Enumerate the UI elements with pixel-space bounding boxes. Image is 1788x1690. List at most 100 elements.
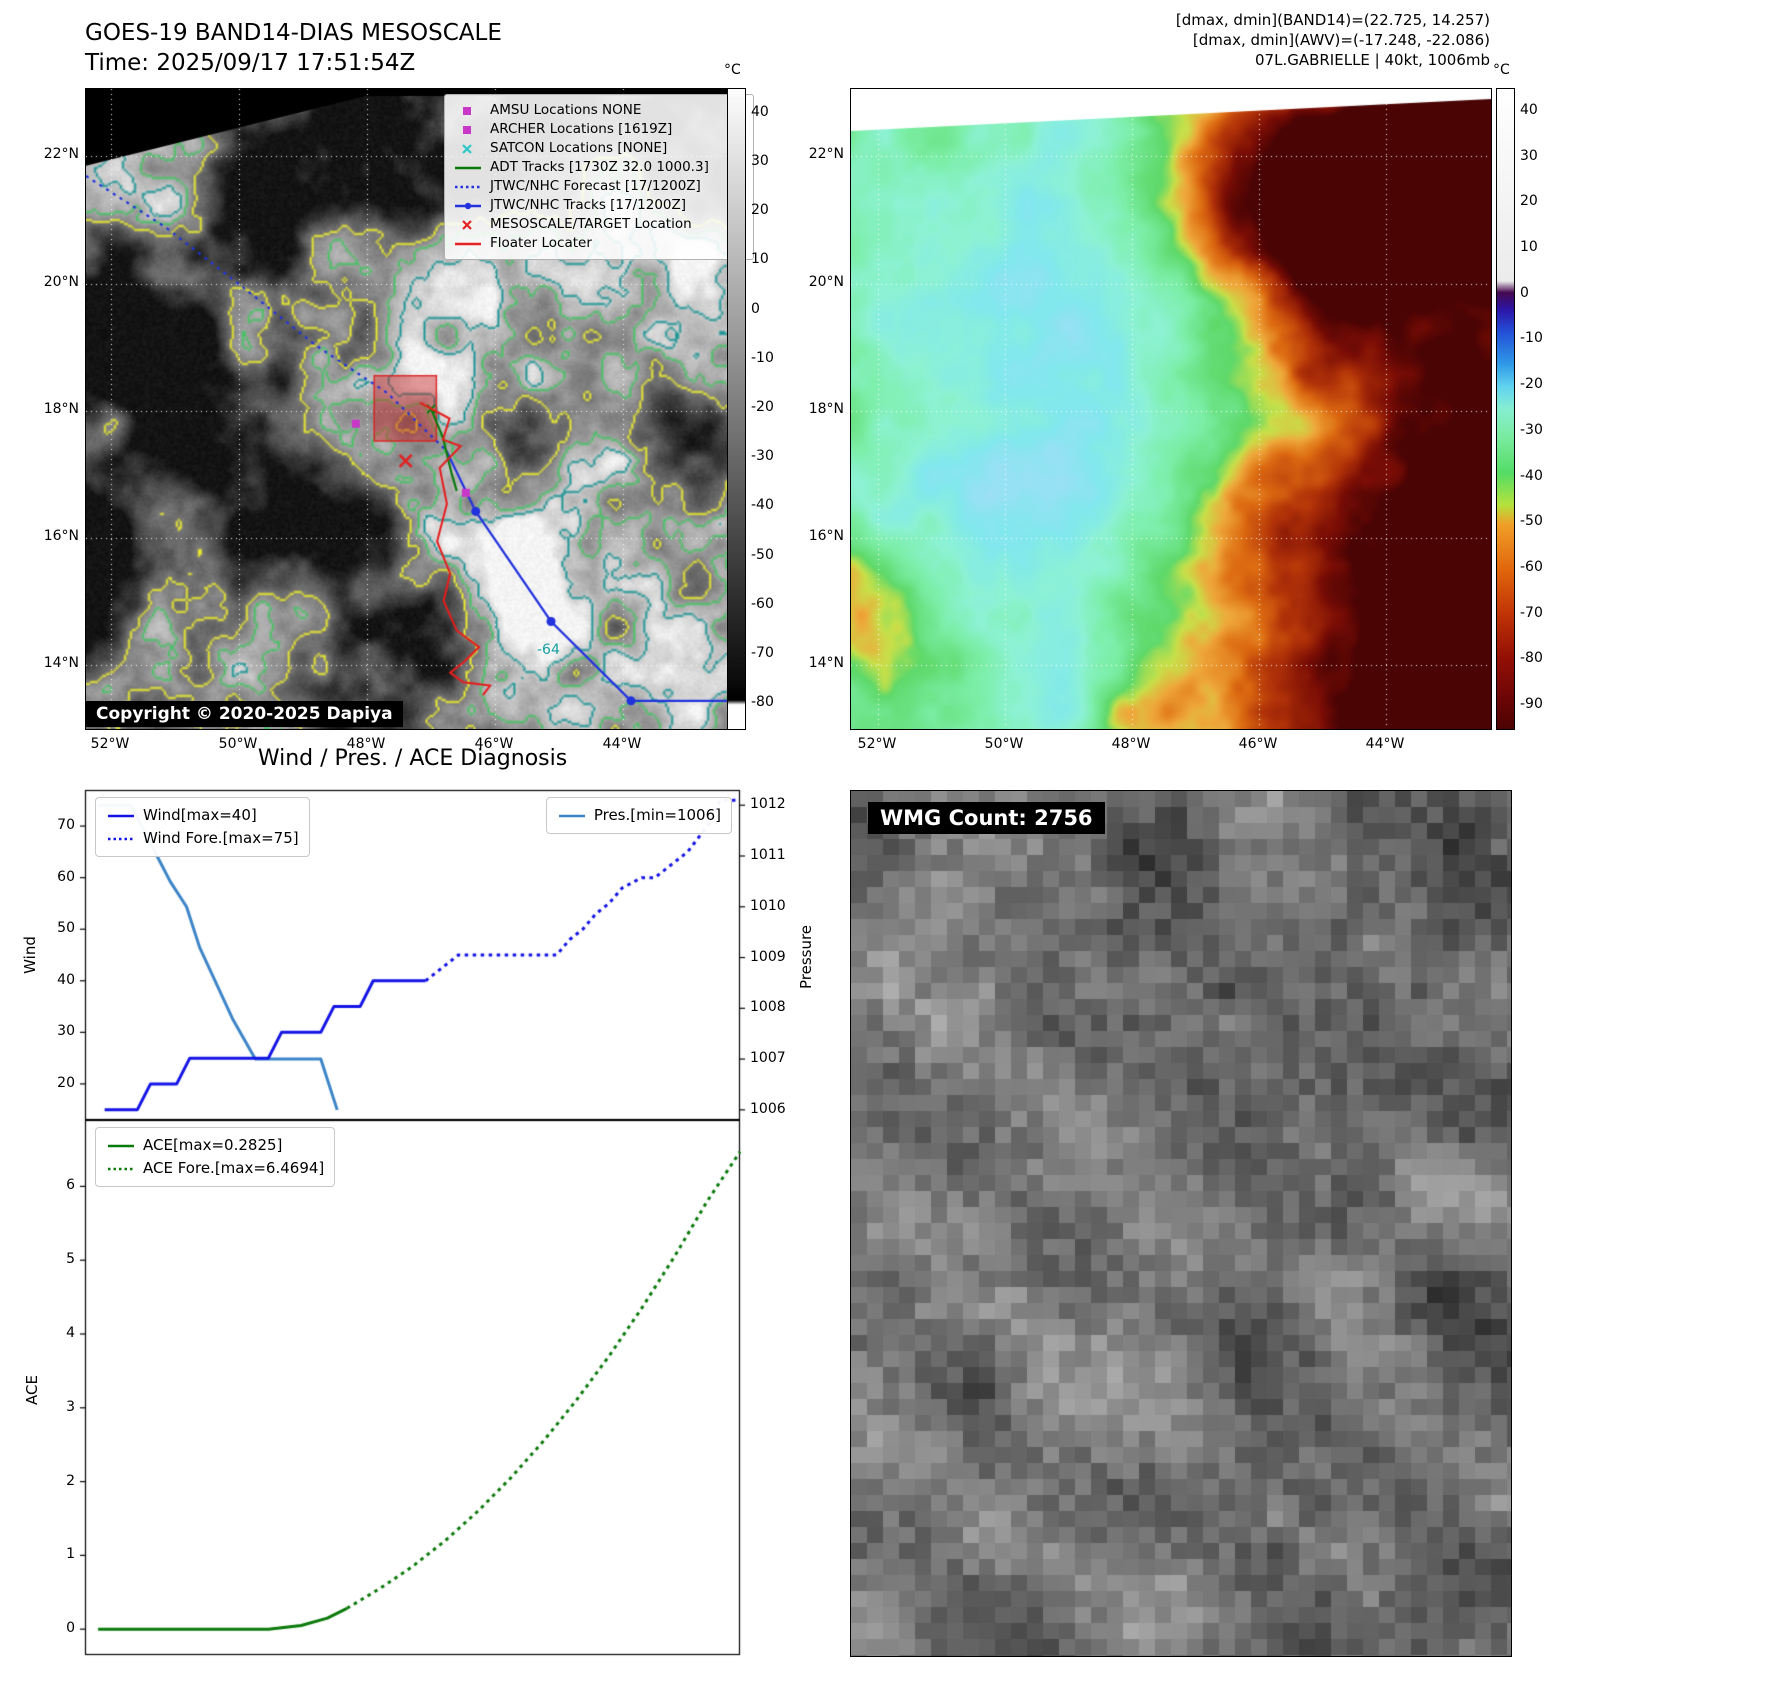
contour-value-label: -64 <box>537 642 560 658</box>
legend-label: Floater Locater <box>490 235 592 251</box>
colorbar-tick: -60 <box>751 595 774 612</box>
longitude-tick: 48°W <box>1111 736 1151 752</box>
ace-tick: 2 <box>66 1472 75 1489</box>
line-marker-icon <box>108 814 134 817</box>
pressure-chart-legend: Pres.[min=1006] <box>545 797 732 834</box>
pressure-axis-label: Pressure <box>797 924 815 990</box>
legend-label: Wind Fore.[max=75] <box>143 829 299 847</box>
storm-status-label: 07L.GABRIELLE | 40kt, 1006mb <box>1255 51 1490 69</box>
line-marker-icon <box>558 814 585 817</box>
colorbar-tick: -60 <box>1520 559 1543 575</box>
latitude-tick: 14°N <box>43 655 79 671</box>
colorbar-tick: 40 <box>1520 101 1538 118</box>
legend-label: SATCON Locations [NONE] <box>490 140 668 156</box>
legend-label: ARCHER Locations [1619Z] <box>490 121 673 137</box>
ace-chart-legend: ACE[max=0.2825] ACE Fore.[max=6.4694] <box>95 1127 336 1187</box>
x-marker-icon <box>462 143 472 154</box>
colorbar-tick: 0 <box>751 300 760 317</box>
colorbar-tick: -10 <box>1520 330 1543 347</box>
wind-axis-label: Wind <box>21 936 39 974</box>
colorbar-tick: 40 <box>751 103 769 120</box>
legend-label: Wind[max=40] <box>143 806 257 824</box>
latitude-tick: 16°N <box>808 528 844 544</box>
colorbar-tick: 10 <box>751 251 769 268</box>
dotted-marker-icon <box>455 185 481 188</box>
latitude-tick: 20°N <box>43 274 79 290</box>
colorbar-tick: -80 <box>1520 650 1543 667</box>
wmg-image <box>850 790 1512 1657</box>
colorbar-tick: -70 <box>751 645 774 662</box>
longitude-tick: 44°W <box>602 736 642 752</box>
legend-label: JTWC/NHC Forecast [17/1200Z] <box>490 178 701 194</box>
latitude-tick: 18°N <box>808 401 844 417</box>
legend-item: ADT Tracks [1730Z 32.0 1000.3] <box>453 158 745 177</box>
awv-title-block: [dmax, dmin](BAND14)=(22.725, 14.257) [d… <box>1176 10 1490 70</box>
longitude-tick: 52°W <box>90 736 130 752</box>
pressure-tick: 1006 <box>750 1100 786 1117</box>
awv-dmax-awv-line: [dmax, dmin](AWV)=(-17.248, -22.086) <box>1192 31 1490 49</box>
colorbar-tick: -50 <box>751 546 774 563</box>
latitude-tick: 16°N <box>43 528 79 544</box>
colorbar-tick: -20 <box>1520 376 1543 393</box>
square-marker-icon <box>463 125 471 134</box>
longitude-tick: 48°W <box>346 736 386 752</box>
legend-item: JTWC/NHC Tracks [17/1200Z] <box>453 196 745 215</box>
latitude-tick: 22°N <box>808 146 844 162</box>
legend-label: JTWC/NHC Tracks [17/1200Z] <box>490 197 687 213</box>
ace-tick: 6 <box>66 1177 75 1194</box>
ace-tick: 5 <box>66 1251 75 1268</box>
colorbar-tick: -10 <box>751 349 774 366</box>
band14-map-legend: AMSU Locations NONE ARCHER Locations [161… <box>444 94 754 260</box>
legend-item: ARCHER Locations [1619Z] <box>453 120 745 139</box>
colorbar-tick: -50 <box>1520 513 1543 530</box>
band14-colorbar-unit: °C <box>724 62 741 78</box>
legend-item: JTWC/NHC Forecast [17/1200Z] <box>453 177 745 196</box>
longitude-tick: 46°W <box>1238 736 1278 752</box>
wind-tick: 40 <box>57 971 75 988</box>
line-marker-icon <box>455 166 481 169</box>
legend-label: ACE Fore.[max=6.4694] <box>143 1159 325 1177</box>
legend-label: MESOSCALE/TARGET Location <box>490 216 692 232</box>
wind-tick: 50 <box>57 920 75 937</box>
legend-item: ACE[max=0.2825] <box>106 1134 324 1157</box>
x-marker-icon <box>462 219 472 230</box>
band14-title: GOES-19 BAND14-DIAS MESOSCALE <box>85 20 502 46</box>
colorbar-tick: -30 <box>751 448 774 465</box>
colorbar-tick: 20 <box>751 202 769 219</box>
colorbar-tick: 10 <box>1520 239 1538 255</box>
diagnosis-title: Wind / Pres. / ACE Diagnosis <box>257 746 568 771</box>
colorbar-tick: -40 <box>751 497 774 514</box>
legend-label: ACE[max=0.2825] <box>143 1136 283 1154</box>
ace-tick: 0 <box>66 1620 75 1637</box>
colorbar-tick: 30 <box>751 152 769 169</box>
longitude-tick: 50°W <box>984 736 1024 752</box>
pressure-tick: 1008 <box>750 999 786 1016</box>
line-dot-marker-icon <box>455 202 481 209</box>
longitude-tick: 52°W <box>857 736 897 752</box>
colorbar-tick: -90 <box>1520 696 1543 713</box>
wind-tick: 30 <box>57 1023 75 1040</box>
dotted-marker-icon <box>108 1167 134 1170</box>
legend-item: Floater Locater <box>453 234 745 253</box>
wind-chart-legend: Wind[max=40] Wind Fore.[max=75] <box>95 797 310 857</box>
wmg-count-label: WMG Count: 2756 <box>868 802 1105 834</box>
copyright-label: Copyright © 2020-2025 Dapiya <box>86 701 403 727</box>
legend-label: ADT Tracks [1730Z 32.0 1000.3] <box>490 159 709 175</box>
legend-item: AMSU Locations NONE <box>453 101 745 120</box>
ace-tick: 1 <box>66 1546 75 1563</box>
ace-tick: 3 <box>66 1398 75 1415</box>
legend-item: SATCON Locations [NONE] <box>453 139 745 158</box>
pressure-tick: 1009 <box>750 948 786 965</box>
pressure-tick: 1012 <box>750 796 786 813</box>
band14-timestamp: Time: 2025/09/17 17:51:54Z <box>85 50 416 76</box>
longitude-tick: 44°W <box>1365 736 1405 752</box>
line-marker-icon <box>455 242 481 245</box>
colorbar-tick: -40 <box>1520 467 1543 484</box>
latitude-tick: 14°N <box>808 655 844 671</box>
latitude-tick: 20°N <box>808 274 844 290</box>
legend-item: Wind[max=40] <box>106 804 299 827</box>
colorbar-tick: 30 <box>1520 147 1538 164</box>
legend-label: Pres.[min=1006] <box>593 806 721 824</box>
square-marker-icon <box>463 106 471 115</box>
